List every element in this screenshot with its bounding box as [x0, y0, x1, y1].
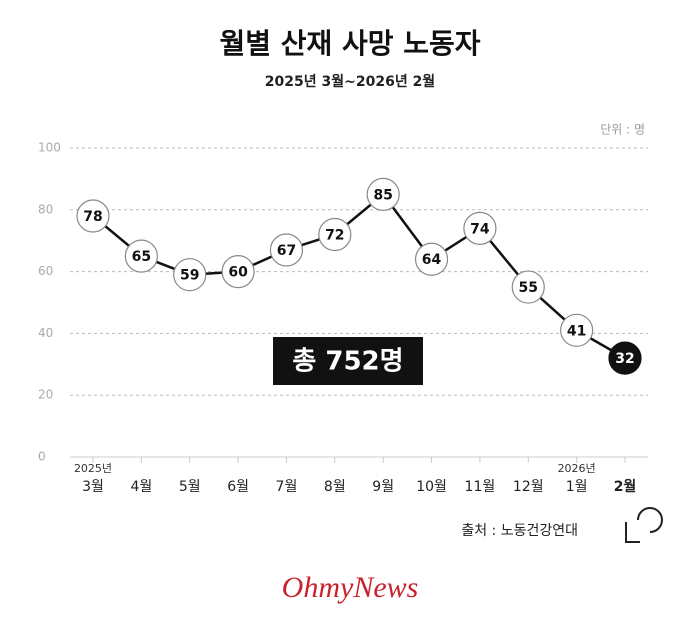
- year-label: 2026년: [558, 462, 596, 475]
- annotation: 총 752명: [292, 347, 403, 377]
- data-point: [608, 341, 642, 375]
- x-tick-label: 2월: [614, 478, 637, 495]
- data-point: [463, 211, 497, 245]
- y-tick-label: 20: [38, 388, 53, 402]
- data-point: [124, 239, 158, 273]
- data-label: 64: [422, 252, 442, 268]
- icon-line: [625, 522, 640, 543]
- x-tick-label: 5월: [179, 479, 201, 495]
- y-tick-label: 0: [38, 450, 46, 464]
- source: 출처 : 노동건강연대: [461, 523, 578, 539]
- data-label: 32: [615, 351, 634, 367]
- data-label: 55: [519, 280, 538, 296]
- y-tick-label: 80: [38, 202, 53, 216]
- data-point: [414, 242, 449, 276]
- data-label: 59: [180, 268, 199, 284]
- unit-label: 단위 : 명: [600, 123, 645, 137]
- logo: OhmyNews: [282, 571, 419, 604]
- data-label: 74: [470, 221, 490, 237]
- icon-arc: [637, 507, 663, 533]
- data-label: 78: [83, 209, 102, 225]
- chart-subtitle: 2025년 3월~2026년 2월: [265, 73, 435, 90]
- data-point: [366, 177, 400, 211]
- year-label: 2025년: [74, 462, 112, 475]
- data-point: [318, 217, 352, 252]
- x-tick-label: 8월: [324, 479, 346, 495]
- x-tick-label: 12월: [513, 479, 544, 495]
- data-point: [173, 258, 207, 292]
- data-point: [221, 255, 255, 289]
- x-tick-label: 4월: [130, 479, 152, 495]
- x-tick-label: 10월: [416, 479, 447, 495]
- y-tick-label: 100: [38, 141, 61, 155]
- x-tick-label: 3월: [82, 479, 104, 495]
- data-label: 67: [277, 243, 296, 259]
- data-point: [511, 270, 545, 304]
- data-label: 72: [325, 228, 344, 244]
- x-tick-label: 1월: [566, 479, 588, 495]
- x-tick-label: 9월: [372, 479, 394, 495]
- data-label: 65: [132, 249, 151, 265]
- chart-title: 월별 산재 사망 노동자: [219, 27, 480, 60]
- data-point: [560, 313, 594, 347]
- x-tick-label: 6월: [227, 479, 249, 495]
- data-label: 85: [373, 187, 392, 203]
- annotation-box: [273, 337, 423, 385]
- y-tick-label: 60: [38, 264, 53, 278]
- y-tick-label: 40: [38, 326, 53, 340]
- data-point: [76, 199, 110, 233]
- x-tick-label: 7월: [276, 479, 298, 495]
- data-label: 60: [228, 265, 248, 281]
- data-point: [269, 233, 304, 267]
- source-icon: [625, 507, 663, 543]
- data-label: 41: [567, 323, 586, 339]
- x-tick-label: 11월: [465, 479, 496, 495]
